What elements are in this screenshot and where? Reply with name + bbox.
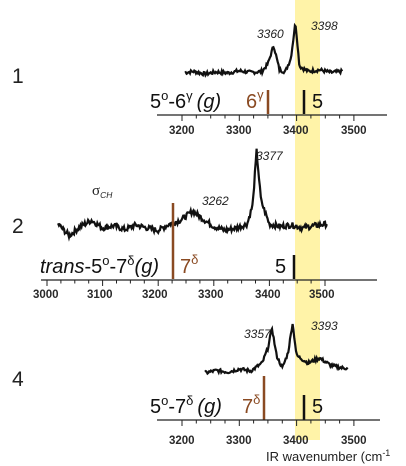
panel-2-tick-3400: 3400 <box>255 289 281 301</box>
panel-2-assignment-prefix: trans <box>40 256 84 278</box>
panel-1-assignment-conf: (g) <box>197 91 221 113</box>
panel-1-tick-3200: 3200 <box>169 125 195 137</box>
panel-2-tick-3300: 3300 <box>198 289 224 301</box>
panel-4-tick-3500: 3500 <box>341 435 367 447</box>
panel-1-assignment-a: 5 <box>150 91 161 113</box>
panel-1-marker-6-sup: γ <box>257 87 264 102</box>
x-axis-label: IR wavenumber (cm-1 <box>266 448 390 464</box>
panel-2-assignment: trans-5o-7δ(g) <box>40 253 159 278</box>
panel-2-trace <box>57 148 328 242</box>
panel-1-ticks <box>181 115 355 121</box>
panel-2-marker-label-5: 5 <box>275 256 286 278</box>
panel-1-marker-label-6: 6γ <box>246 87 264 113</box>
panel-2-assignment-b-sup: δ <box>127 253 134 268</box>
panel-4-assignment-conf: (g) <box>197 396 221 418</box>
panel-2-peak-label-3262: 3262 <box>202 194 229 208</box>
panel-4-marker-label-5: 5 <box>312 396 323 418</box>
panel-2-assignment-dash: - <box>84 256 91 278</box>
panel-2-sigma-ch-label: σCH <box>92 183 113 200</box>
panel-2-marker-7-text: 7 <box>180 256 191 278</box>
panel-1-assignment-b: -6 <box>168 91 186 113</box>
panel-2-tick-3000: 3000 <box>33 289 59 301</box>
panel-2-assignment-a: 5 <box>91 256 102 278</box>
panel-2-row-label: 2 <box>12 215 24 238</box>
x-axis-label-exponent: -1 <box>382 448 390 458</box>
panel-2-sigma-subscript: CH <box>100 190 113 200</box>
panel-2-marker-7-sup: δ <box>191 252 198 267</box>
panel-1: 1 3360 3398 5o-6γ (g) 6γ 5 3200 3300 3400… <box>12 19 387 137</box>
panel-4-marker-7-sup: δ <box>253 392 260 407</box>
panel-1-tick-3300: 3300 <box>226 125 252 137</box>
panel-2-tick-3500: 3500 <box>309 289 335 301</box>
panel-2-marker-label-7: 7δ <box>180 252 198 278</box>
panel-4-tick-3200: 3200 <box>169 435 195 447</box>
panel-4-assignment-b-sup: δ <box>186 393 193 408</box>
panel-1-assignment-b-sup: γ <box>186 88 193 103</box>
panel-2-tick-3200: 3200 <box>142 289 168 301</box>
panel-1-marker-label-5: 5 <box>312 91 323 113</box>
panel-4-tick-3400: 3400 <box>283 435 309 447</box>
panel-1-tick-3400: 3400 <box>283 125 309 137</box>
panel-4: 4 3357 3393 5o-7δ (g) 7δ 5 3200 3300 3400… <box>12 319 390 464</box>
panel-2-ticks <box>46 280 326 286</box>
panel-2-assignment-a-sup: o <box>102 253 109 268</box>
panel-2-assignment-conf: (g) <box>135 256 159 278</box>
panel-4-row-label: 4 <box>12 368 24 391</box>
panel-4-assignment: 5o-7δ (g) <box>150 393 222 418</box>
panel-2-sigma-symbol: σ <box>92 183 100 199</box>
panel-1-peak-label-3360: 3360 <box>257 27 284 41</box>
highlight-band <box>295 0 320 440</box>
panel-2: 2 3377 3262 σCH trans-5o-7δ(g) 7δ 5 3000… <box>12 148 377 301</box>
panel-4-peak-label-3393: 3393 <box>311 319 338 333</box>
panel-1-tick-3500: 3500 <box>341 125 367 137</box>
panel-4-marker-7-text: 7 <box>242 396 253 418</box>
panel-1-assignment: 5o-6γ (g) <box>150 88 221 113</box>
panel-2-peak-label-3377: 3377 <box>256 149 284 163</box>
x-axis-label-text: IR wavenumber (cm <box>266 449 382 464</box>
panel-1-trace <box>184 22 344 78</box>
panel-2-tick-3100: 3100 <box>87 289 113 301</box>
panel-4-tick-3300: 3300 <box>226 435 252 447</box>
panel-1-row-label: 1 <box>12 65 24 88</box>
panel-4-marker-label-7: 7δ <box>242 392 260 418</box>
panel-4-trace <box>204 323 349 376</box>
panel-1-marker-6-text: 6 <box>246 91 257 113</box>
panel-4-assignment-b: -7 <box>168 396 186 418</box>
panel-1-assignment-a-sup: o <box>161 88 168 103</box>
panel-2-assignment-b: -7 <box>110 256 128 278</box>
panel-4-peak-label-3357: 3357 <box>244 327 272 341</box>
panel-4-assignment-a-sup: o <box>161 393 168 408</box>
panel-4-assignment-a: 5 <box>150 396 161 418</box>
panel-4-ticks <box>181 420 355 426</box>
panel-1-peak-label-3398: 3398 <box>311 19 338 33</box>
